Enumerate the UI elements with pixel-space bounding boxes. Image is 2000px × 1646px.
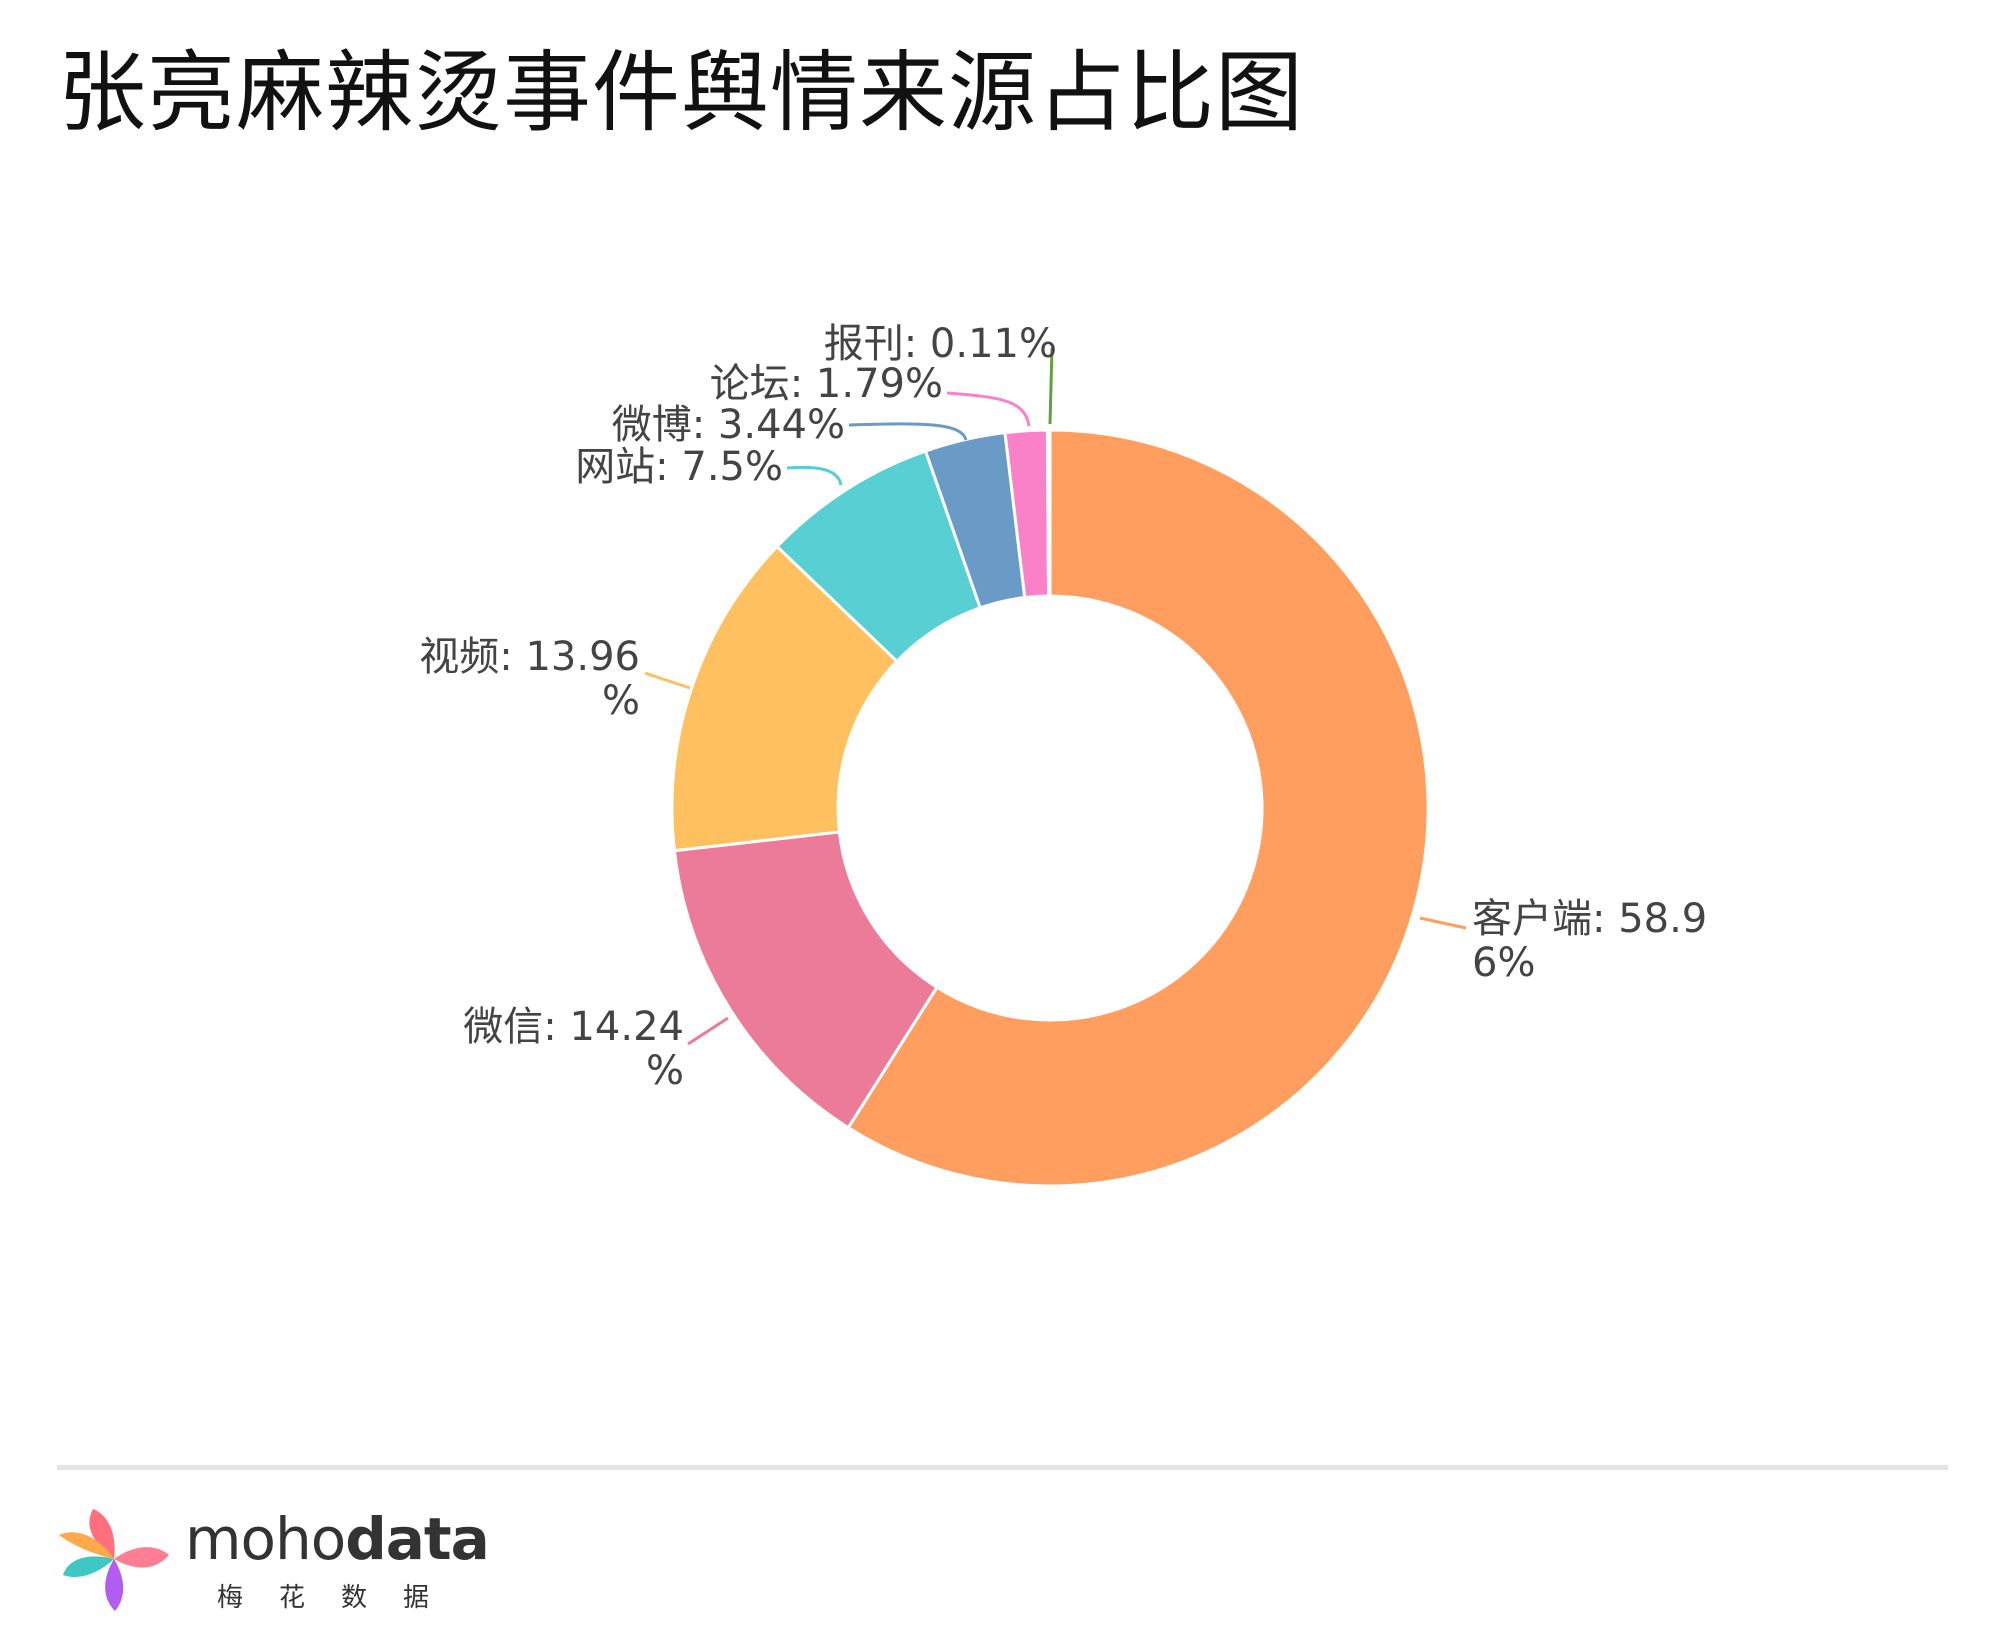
data-label-5: 微博: 3.44% bbox=[612, 402, 845, 448]
leader-line-4 bbox=[786, 465, 843, 486]
data-label-1-cont: 6% bbox=[1472, 940, 1535, 986]
brand-subtitle: 梅花数据 bbox=[217, 1583, 466, 1613]
slice-1 bbox=[846, 428, 1430, 1188]
leader-line-3 bbox=[644, 671, 691, 690]
data-label-2-cont: % bbox=[646, 1048, 684, 1094]
brand-light: moho bbox=[185, 1505, 346, 1573]
leader-line-1 bbox=[1419, 916, 1467, 930]
pinwheel-logo-icon bbox=[59, 1509, 169, 1611]
data-label-2: 微信: 14.24 bbox=[463, 1004, 684, 1050]
chart-title: 张亮麻辣烫事件舆情来源占比图 bbox=[58, 41, 1305, 144]
data-label-7: 报刊: 0.11% bbox=[824, 321, 1057, 367]
data-label-1: 客户端: 58.9 bbox=[1472, 896, 1707, 942]
data-label-6: 论坛: 1.79% bbox=[710, 361, 943, 407]
slice-3 bbox=[670, 544, 900, 853]
leader-line-5 bbox=[848, 422, 968, 441]
brand-bold: data bbox=[345, 1505, 490, 1573]
data-label-3-cont: % bbox=[602, 678, 640, 724]
leader-line-6 bbox=[946, 391, 1031, 427]
data-label-4: 网站: 7.5% bbox=[575, 444, 783, 490]
footer-divider bbox=[57, 1465, 1948, 1470]
slice-7 bbox=[1045, 428, 1052, 598]
leader-line-7 bbox=[1048, 347, 1054, 425]
leader-line-2 bbox=[687, 1016, 729, 1046]
data-label-3: 视频: 13.96 bbox=[419, 634, 640, 680]
slice-2 bbox=[672, 830, 939, 1130]
brand-name: mohodata bbox=[185, 1505, 490, 1573]
